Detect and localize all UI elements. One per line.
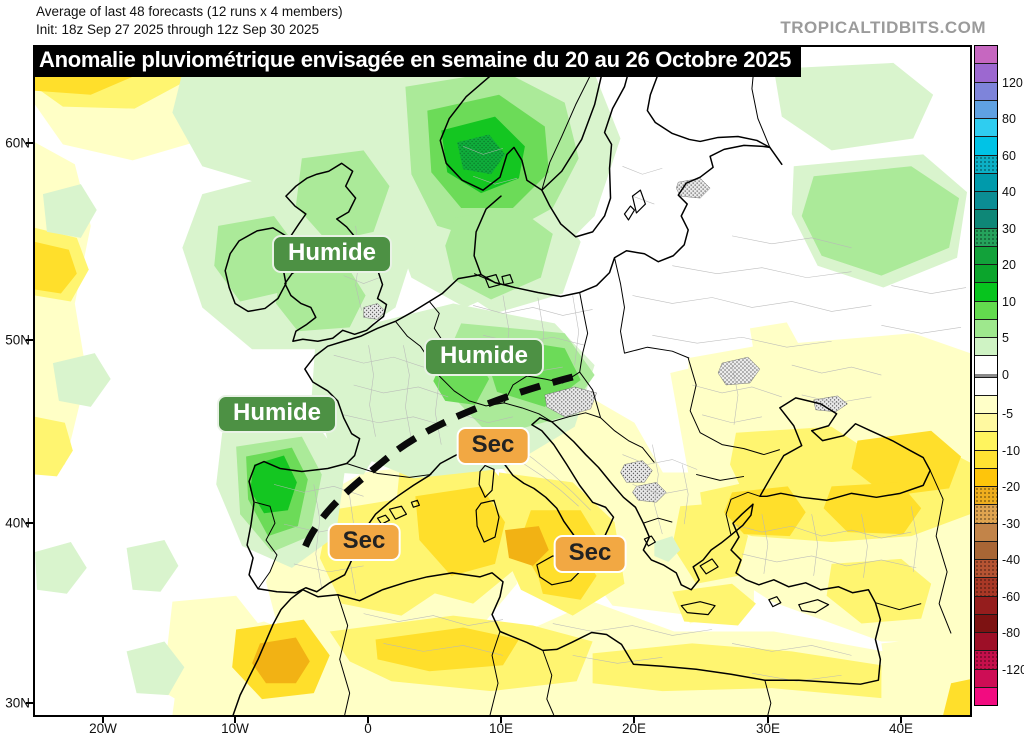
lon-axis-tick — [900, 717, 902, 723]
colorbar-segment: 40 — [975, 172, 1016, 199]
colorbar-segment — [975, 686, 997, 705]
humide-badge: Humide — [216, 395, 338, 433]
lat-axis-tick — [26, 522, 33, 524]
colorbar-segment — [975, 522, 997, 541]
colorbar-label: 40 — [1002, 185, 1016, 199]
lon-axis-tick — [767, 717, 769, 723]
colorbar-label: -120 — [1002, 662, 1024, 677]
colorbar-label: 0 — [1002, 367, 1009, 382]
colorbar-segment — [975, 413, 997, 432]
sec-badge: Sec — [456, 427, 530, 465]
front-dashed-line — [298, 373, 574, 558]
colorbar-segment — [975, 264, 997, 283]
colorbar-segment: -60 — [975, 577, 1020, 604]
forecast-average-text: Average of last 48 forecasts (12 runs x … — [36, 4, 343, 19]
colorbar-segment — [975, 337, 997, 356]
anomaly-fill-layer — [35, 47, 970, 715]
map-canvas — [35, 47, 970, 715]
colorbar-label: -10 — [1002, 443, 1021, 458]
lon-axis-label: 40E — [888, 721, 914, 736]
colorbar-segment: -20 — [975, 467, 1020, 494]
lat-axis-tick — [26, 339, 33, 341]
colorbar-segment: -40 — [975, 540, 1020, 567]
lat-axis-tick — [26, 142, 33, 144]
lat-axis-label: 60N — [5, 135, 30, 151]
colorbar-segment — [975, 595, 997, 614]
colorbar-segment — [975, 486, 997, 505]
sec-badge: Sec — [553, 535, 627, 573]
colorbar-label: -80 — [1002, 626, 1021, 640]
colorbar-segment — [975, 46, 997, 64]
colorbar-segment — [975, 81, 997, 100]
colorbar-segment — [975, 559, 997, 578]
coastline-layer — [224, 47, 931, 715]
lon-axis-tick — [367, 717, 369, 723]
lat-axis-label: 40N — [5, 515, 30, 531]
colorbar-segment — [975, 227, 997, 246]
lat-axis-tick — [26, 702, 33, 704]
stipple-mask-layer — [363, 177, 848, 503]
lat-axis-label: 50N — [5, 332, 30, 348]
tropicaltidbits-watermark: TROPICALTIDBITS.COM — [780, 18, 986, 37]
colorbar-segment: -5 — [975, 394, 1013, 421]
colorbar-label: 80 — [1002, 112, 1016, 126]
colorbar-label: -40 — [1002, 553, 1021, 567]
colorbar-segment: -10 — [975, 431, 1020, 458]
colorbar-segment: 80 — [975, 99, 1016, 126]
colorbar-label: 120 — [1002, 75, 1023, 90]
lon-axis-label: 0 — [364, 721, 372, 736]
colorbar-segment — [975, 449, 997, 468]
europe-precip-anomaly-map: Anomalie pluviométrique envisagée en sem… — [33, 45, 972, 717]
colorbar-segment: 20 — [975, 245, 1016, 272]
colorbar-segment: 10 — [975, 282, 1016, 309]
init-range-text: Init: 18z Sep 27 2025 through 12z Sep 30… — [36, 22, 319, 37]
colorbar-segment: 0 — [975, 355, 1009, 382]
lon-axis-tick — [102, 717, 104, 723]
colorbar-label: -5 — [1002, 407, 1014, 421]
lon-axis-tick — [500, 717, 502, 723]
anomaly-colorbar: 120 80 60 40 30 20 10 5 0 -5 -10 -20 -30 -40 -60 -80 -12… — [974, 45, 1024, 706]
colorbar-segment: -30 — [975, 504, 1020, 531]
colorbar-label: 10 — [1002, 294, 1016, 309]
colorbar-segment — [975, 668, 997, 687]
lon-axis-label: 30E — [755, 721, 781, 736]
lon-axis-tick — [633, 717, 635, 723]
lon-axis-label: 10E — [488, 721, 514, 736]
colorbar-segment: 5 — [975, 318, 1009, 345]
colorbar-label: 30 — [1002, 221, 1016, 236]
colorbar-segment — [975, 376, 997, 395]
colorbar-segment — [975, 191, 997, 210]
colorbar-label: 60 — [1002, 148, 1016, 163]
lon-axis-label: 20E — [621, 721, 647, 736]
colorbar-label: 5 — [1002, 331, 1009, 345]
colorbar-label: -30 — [1002, 516, 1021, 531]
lon-axis-tick — [234, 717, 236, 723]
lon-axis-label: 10W — [221, 721, 249, 736]
colorbar-segment — [975, 632, 997, 651]
colorbar-segment: 30 — [975, 209, 1016, 236]
colorbar-segment — [975, 300, 997, 319]
colorbar-label: -20 — [1002, 480, 1021, 494]
colorbar-label: -60 — [1002, 589, 1021, 604]
sec-badge: Sec — [327, 523, 401, 561]
colorbar-segment: -120 — [975, 650, 1024, 677]
colorbar-segment: 60 — [975, 136, 1016, 163]
colorbar-label: 20 — [1002, 258, 1016, 272]
lon-axis-label: 20W — [89, 721, 117, 736]
colorbar-segment — [975, 154, 997, 173]
humide-badge: Humide — [271, 235, 393, 273]
lat-axis-label: 30N — [5, 695, 30, 711]
map-title-banner: Anomalie pluviométrique envisagée en sem… — [33, 45, 802, 77]
colorbar-segment — [975, 118, 997, 137]
humide-badge: Humide — [423, 338, 545, 376]
colorbar-segment: -80 — [975, 613, 1020, 640]
colorbar-segment: 120 — [975, 63, 1023, 90]
